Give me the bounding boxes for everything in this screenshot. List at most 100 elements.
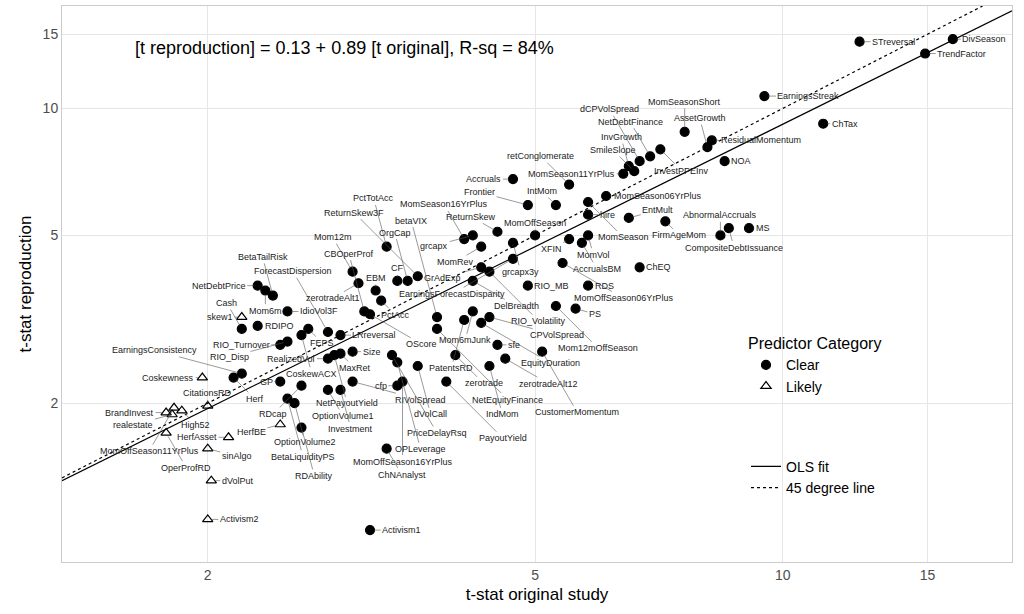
svg-text:Mom12mOffSeason: Mom12mOffSeason bbox=[558, 343, 638, 353]
svg-text:15: 15 bbox=[43, 26, 59, 42]
svg-text:sfe: sfe bbox=[508, 340, 520, 350]
svg-text:MomOffSeason06YrPlus: MomOffSeason06YrPlus bbox=[574, 293, 673, 303]
svg-text:cfp: cfp bbox=[375, 381, 387, 391]
svg-text:IntMom: IntMom bbox=[527, 186, 557, 196]
svg-text:RIO_Volatility: RIO_Volatility bbox=[511, 316, 566, 326]
svg-text:RDAbility: RDAbility bbox=[295, 471, 333, 481]
svg-text:HerfBE: HerfBE bbox=[237, 427, 266, 437]
svg-text:IndMom: IndMom bbox=[486, 409, 519, 419]
svg-text:MS: MS bbox=[756, 223, 770, 233]
svg-text:BrandInvest: BrandInvest bbox=[105, 408, 154, 418]
svg-text:dVolPut: dVolPut bbox=[222, 476, 254, 486]
svg-text:NetEquityFinance: NetEquityFinance bbox=[472, 395, 543, 405]
svg-text:grcapx: grcapx bbox=[420, 241, 448, 251]
svg-text:ChNAnalyst: ChNAnalyst bbox=[378, 470, 426, 480]
svg-text:zerotradeAlt12: zerotradeAlt12 bbox=[519, 379, 578, 389]
svg-text:PayoutYield: PayoutYield bbox=[479, 433, 527, 443]
svg-text:STreversal: STreversal bbox=[872, 37, 915, 47]
svg-text:AccrualsBM: AccrualsBM bbox=[573, 264, 621, 274]
svg-text:EntMult: EntMult bbox=[642, 205, 673, 215]
svg-text:GP: GP bbox=[260, 377, 273, 387]
svg-text:MomOffSeason16YrPlus: MomOffSeason16YrPlus bbox=[353, 457, 452, 467]
svg-text:MomOffSeason11YrPlus: MomOffSeason11YrPlus bbox=[100, 446, 199, 456]
svg-text:RIVolSpread: RIVolSpread bbox=[395, 395, 446, 405]
svg-text:Cash: Cash bbox=[216, 298, 237, 308]
svg-text:zerotradeAlt1: zerotradeAlt1 bbox=[306, 293, 360, 303]
svg-text:AbnormalAccruals: AbnormalAccruals bbox=[683, 210, 757, 220]
svg-text:10: 10 bbox=[43, 100, 59, 116]
svg-text:XFIN: XFIN bbox=[541, 244, 562, 254]
svg-text:PriceDelayRsq: PriceDelayRsq bbox=[407, 428, 467, 438]
svg-text:RealizedVol: RealizedVol bbox=[267, 354, 315, 364]
svg-text:PctAcc: PctAcc bbox=[381, 310, 410, 320]
svg-text:RDcap: RDcap bbox=[259, 409, 287, 419]
svg-text:TrendFactor: TrendFactor bbox=[937, 49, 986, 59]
svg-text:Clear: Clear bbox=[786, 357, 820, 373]
svg-text:High52: High52 bbox=[181, 420, 210, 430]
svg-text:NetDebtPrice: NetDebtPrice bbox=[192, 281, 246, 291]
svg-text:zerotrade: zerotrade bbox=[465, 378, 503, 388]
svg-text:SmileSlope: SmileSlope bbox=[590, 145, 636, 155]
svg-text:realestate: realestate bbox=[113, 420, 153, 430]
svg-text:BetaTailRisk: BetaTailRisk bbox=[238, 252, 288, 262]
svg-text:EarningsForecastDisparity: EarningsForecastDisparity bbox=[399, 289, 505, 299]
svg-text:RDIPO: RDIPO bbox=[265, 321, 294, 331]
svg-text:ChEQ: ChEQ bbox=[646, 262, 671, 272]
svg-text:10: 10 bbox=[775, 567, 791, 583]
svg-text:CitationsRD: CitationsRD bbox=[183, 388, 232, 398]
svg-text:t-stat original study: t-stat original study bbox=[466, 585, 609, 604]
svg-text:CoskewACX: CoskewACX bbox=[286, 369, 337, 379]
svg-text:5: 5 bbox=[531, 567, 539, 583]
svg-text:GrAdExp: GrAdExp bbox=[424, 273, 461, 283]
svg-text:HerfAsset: HerfAsset bbox=[177, 432, 217, 442]
svg-text:CustomerMomentum: CustomerMomentum bbox=[535, 407, 619, 417]
svg-text:dVolCall: dVolCall bbox=[414, 409, 447, 419]
svg-text:OScore: OScore bbox=[406, 339, 437, 349]
svg-text:OptionVolume1: OptionVolume1 bbox=[312, 411, 374, 421]
svg-text:PS: PS bbox=[589, 309, 601, 319]
svg-text:NetPayoutYield: NetPayoutYield bbox=[316, 398, 378, 408]
svg-text:betaVIX: betaVIX bbox=[395, 216, 427, 226]
svg-text:CompositeDebtIssuance: CompositeDebtIssuance bbox=[685, 243, 783, 253]
svg-text:DivSeason: DivSeason bbox=[962, 34, 1006, 44]
svg-text:5: 5 bbox=[50, 227, 58, 243]
svg-text:Herf: Herf bbox=[246, 394, 264, 404]
svg-text:Likely: Likely bbox=[786, 379, 822, 395]
svg-text:t-stat reproduction: t-stat reproduction bbox=[16, 215, 35, 352]
svg-text:ReturnSkew3F: ReturnSkew3F bbox=[324, 208, 384, 218]
svg-text:RDS: RDS bbox=[595, 281, 614, 291]
svg-text:Investment: Investment bbox=[328, 424, 373, 434]
svg-text:FirmAgeMom: FirmAgeMom bbox=[652, 230, 706, 240]
svg-text:BetaLiquidityPS: BetaLiquidityPS bbox=[271, 452, 335, 462]
svg-text:Activism2: Activism2 bbox=[220, 514, 259, 524]
svg-text:Mom12m: Mom12m bbox=[314, 232, 352, 242]
svg-text:MaxRet: MaxRet bbox=[339, 363, 371, 373]
svg-text:OLS fit: OLS fit bbox=[786, 459, 829, 475]
svg-text:Activism1: Activism1 bbox=[382, 525, 421, 535]
svg-text:CPVolSpread: CPVolSpread bbox=[530, 330, 584, 340]
svg-text:FEPS: FEPS bbox=[310, 338, 334, 348]
svg-text:skew1: skew1 bbox=[207, 312, 233, 322]
svg-text:retConglomerate: retConglomerate bbox=[507, 151, 574, 161]
svg-text:InvGrowth: InvGrowth bbox=[601, 132, 642, 142]
svg-text:MomVol: MomVol bbox=[577, 250, 610, 260]
svg-text:Coskewness: Coskewness bbox=[142, 373, 194, 383]
svg-text:OptionVolume2: OptionVolume2 bbox=[274, 437, 336, 447]
svg-text:MomOffSeason: MomOffSeason bbox=[504, 218, 566, 228]
svg-text:OrgCap: OrgCap bbox=[379, 228, 411, 238]
svg-text:Mom6m: Mom6m bbox=[249, 306, 282, 316]
svg-text:ChTax: ChTax bbox=[832, 119, 858, 129]
svg-text:LRreversal: LRreversal bbox=[352, 330, 396, 340]
svg-text:NetDebtFinance: NetDebtFinance bbox=[598, 117, 663, 127]
svg-text:ResidualMomentum: ResidualMomentum bbox=[721, 135, 801, 145]
svg-text:Size: Size bbox=[363, 347, 381, 357]
svg-text:MomSeason16YrPlus: MomSeason16YrPlus bbox=[400, 199, 488, 209]
svg-text:45 degree line: 45 degree line bbox=[786, 480, 875, 496]
svg-text:ReturnSkew: ReturnSkew bbox=[446, 212, 496, 222]
svg-text:Predictor Category: Predictor Category bbox=[748, 335, 881, 352]
svg-text:dCPVolSpread: dCPVolSpread bbox=[580, 104, 639, 114]
svg-text:EarningsStreak: EarningsStreak bbox=[777, 91, 839, 101]
svg-text:CBOperProf: CBOperProf bbox=[324, 249, 374, 259]
svg-text:sinAlgo: sinAlgo bbox=[222, 451, 252, 461]
svg-text:CF: CF bbox=[391, 263, 403, 273]
